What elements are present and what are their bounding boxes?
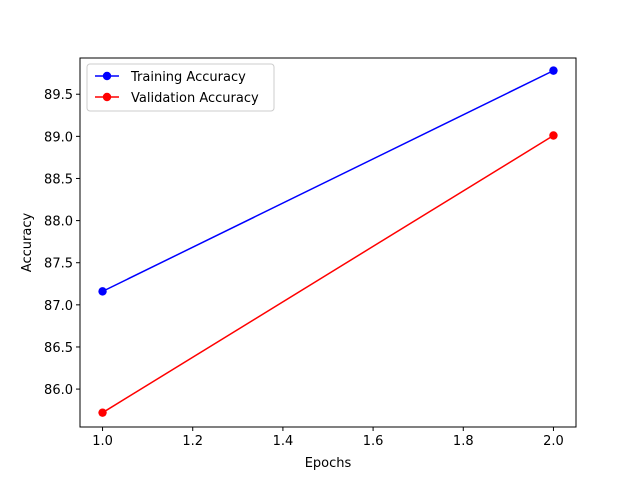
series-line-1 (102, 134, 554, 414)
legend-marker (102, 92, 112, 102)
x-tick-label: 1.8 (453, 434, 474, 449)
series-line-0 (102, 69, 554, 293)
plot-frame (79, 57, 577, 428)
data-point (98, 408, 107, 417)
y-axis-title: Accuracy (20, 213, 35, 273)
x-axis-title: Epochs (305, 456, 352, 471)
x-tick-label: 1.0 (92, 434, 113, 449)
x-tick-label: 2.0 (543, 434, 564, 449)
legend-box (86, 63, 275, 112)
x-tick-label: 1.4 (273, 434, 294, 449)
legend-entry-label: Training Accuracy (130, 70, 246, 85)
data-point (549, 66, 558, 75)
y-tick-label: 89.5 (44, 88, 73, 103)
legend-marker (102, 71, 112, 81)
x-tick-label: 1.6 (363, 434, 384, 449)
series-layer (98, 66, 558, 417)
y-tick-label: 86.0 (44, 383, 73, 398)
legend-entry-label: Validation Accuracy (131, 91, 259, 106)
data-point (549, 131, 558, 140)
y-tick-label: 89.0 (44, 130, 73, 145)
y-tick-label: 87.5 (44, 257, 73, 272)
y-tick-label: 88.5 (44, 172, 73, 187)
y-axis: 86.0 86.5 87.0 87.5 88.0 88.5 89.0 89.5 (44, 88, 80, 398)
y-tick-label: 88.0 (44, 215, 73, 230)
data-point (98, 287, 107, 296)
x-tick-label: 1.2 (182, 434, 203, 449)
y-tick-label: 86.5 (44, 341, 73, 356)
x-axis: 1.0 1.2 1.4 1.6 1.8 2.0 (92, 427, 564, 449)
legend: Training Accuracy Validation Accuracy (86, 63, 275, 112)
y-tick-label: 87.0 (44, 299, 73, 314)
